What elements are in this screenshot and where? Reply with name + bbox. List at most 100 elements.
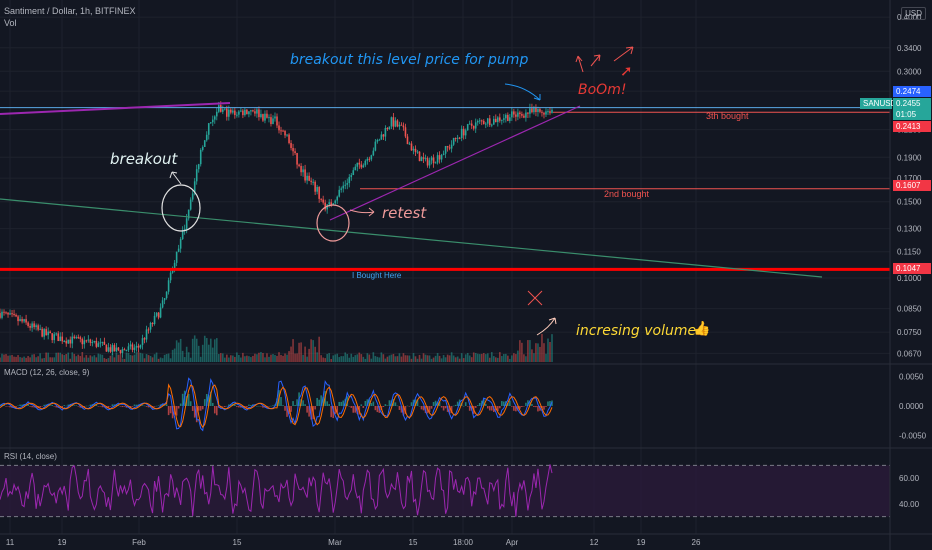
candle-body-134 <box>268 117 270 119</box>
candle-body-71 <box>141 338 144 345</box>
macd-hist-157 <box>314 406 316 410</box>
volume-bar-228 <box>456 356 459 362</box>
candle-body-231 <box>462 128 465 136</box>
candle-body-70 <box>139 344 142 348</box>
candle-body-21 <box>41 328 43 337</box>
rsi-tick-0: 60.00 <box>899 474 920 483</box>
candle-body-151 <box>302 169 304 173</box>
volume-bar-241 <box>482 353 485 362</box>
macd-hist-215 <box>430 406 433 409</box>
candle-body-188 <box>376 140 379 142</box>
candle-body-0 <box>0 313 1 318</box>
volume-bar-65 <box>129 354 132 362</box>
macd-hist-251 <box>503 401 505 406</box>
volume-bar-181 <box>362 356 365 362</box>
price-tick-10: 0.1000 <box>897 274 922 283</box>
volume-bar-135 <box>270 354 272 362</box>
candle-body-92 <box>183 229 186 231</box>
volume-bar-219 <box>438 355 441 362</box>
candle-body-244 <box>488 118 491 126</box>
volume-bar-58 <box>115 352 118 362</box>
macd-hist-147 <box>294 404 296 406</box>
time-tick-8: 12 <box>590 538 599 547</box>
macd-hist-207 <box>414 399 417 406</box>
candle-body-14 <box>27 322 29 326</box>
volume-bar-51 <box>101 354 104 362</box>
candle-body-6 <box>11 313 13 315</box>
volume-bar-33 <box>65 354 68 362</box>
macd-hist-106 <box>211 402 214 406</box>
breakout-circle <box>161 184 201 232</box>
volume-bar-245 <box>490 352 493 362</box>
candle-body-162 <box>324 202 326 210</box>
macd-hist-264 <box>529 401 531 406</box>
macd-hist-22 <box>43 404 45 406</box>
candle-body-116 <box>232 110 234 113</box>
volume-bar-190 <box>380 352 383 362</box>
volume-bar-205 <box>410 358 413 362</box>
candle-body-85 <box>169 272 172 281</box>
volume-bar-147 <box>294 353 296 362</box>
volume-bar-178 <box>356 354 359 362</box>
volume-bar-263 <box>527 340 529 362</box>
macd-hist-120 <box>240 406 242 408</box>
candle-body-156 <box>312 181 314 183</box>
volume-bar-134 <box>268 356 270 362</box>
macd-hist-226 <box>452 405 455 407</box>
candle-body-87 <box>173 262 176 270</box>
macd-hist-125 <box>250 405 252 406</box>
candle-body-268 <box>537 109 539 112</box>
macd-hist-197 <box>394 402 397 406</box>
retest-arrow <box>349 207 375 217</box>
macd-hist-1 <box>1 404 3 406</box>
macd-hist-34 <box>67 404 70 406</box>
candle-body-105 <box>209 122 212 124</box>
candle-body-38 <box>75 337 78 339</box>
volume-bar-48 <box>95 357 98 362</box>
volume-bar-95 <box>189 357 192 362</box>
candle-body-81 <box>161 300 164 308</box>
volume-bar-118 <box>236 352 238 362</box>
candle-body-256 <box>513 111 515 115</box>
candle-body-8 <box>15 314 17 317</box>
volume-bar-213 <box>426 355 429 362</box>
candle-body-17 <box>33 323 35 328</box>
candle-body-210 <box>420 157 423 162</box>
volume-bar-107 <box>213 339 216 362</box>
candle-body-161 <box>322 199 324 203</box>
volume-bar-191 <box>382 354 385 362</box>
macd-hist-102 <box>203 399 206 406</box>
candle-body-184 <box>368 158 371 160</box>
volume-bar-13 <box>25 357 27 362</box>
volume-bar-211 <box>422 353 425 362</box>
volume-bar-170 <box>340 356 343 362</box>
volume-bar-138 <box>276 355 278 362</box>
volume-bar-252 <box>505 353 507 362</box>
candle-body-242 <box>484 123 487 125</box>
candle-body-264 <box>529 108 531 114</box>
macd-hist-83 <box>165 404 168 406</box>
candle-body-165 <box>330 202 332 205</box>
thumbs-up-icon: 👍 <box>693 321 711 337</box>
volume-bar-136 <box>272 354 274 362</box>
candle-body-246 <box>492 118 495 125</box>
currency-selector[interactable]: USD <box>901 7 926 20</box>
candle-body-212 <box>424 158 427 160</box>
candle-body-170 <box>340 188 343 190</box>
candle-body-86 <box>171 269 174 273</box>
candle-body-149 <box>298 164 300 166</box>
volume-bar-253 <box>507 355 509 362</box>
volume-bar-151 <box>302 354 304 362</box>
candle-body-50 <box>99 342 102 344</box>
volume-bar-132 <box>264 357 266 362</box>
volume-bar-31 <box>61 354 64 362</box>
macd-hist-272 <box>545 406 547 407</box>
candle-body-73 <box>145 329 148 340</box>
candle-body-63 <box>125 350 128 352</box>
candle-body-25 <box>49 331 51 334</box>
macd-hist-249 <box>499 406 501 409</box>
macd-hist-187 <box>374 406 377 411</box>
volume-bar-23 <box>45 352 47 362</box>
volume-bar-120 <box>240 357 242 362</box>
macd-hist-248 <box>497 406 499 412</box>
